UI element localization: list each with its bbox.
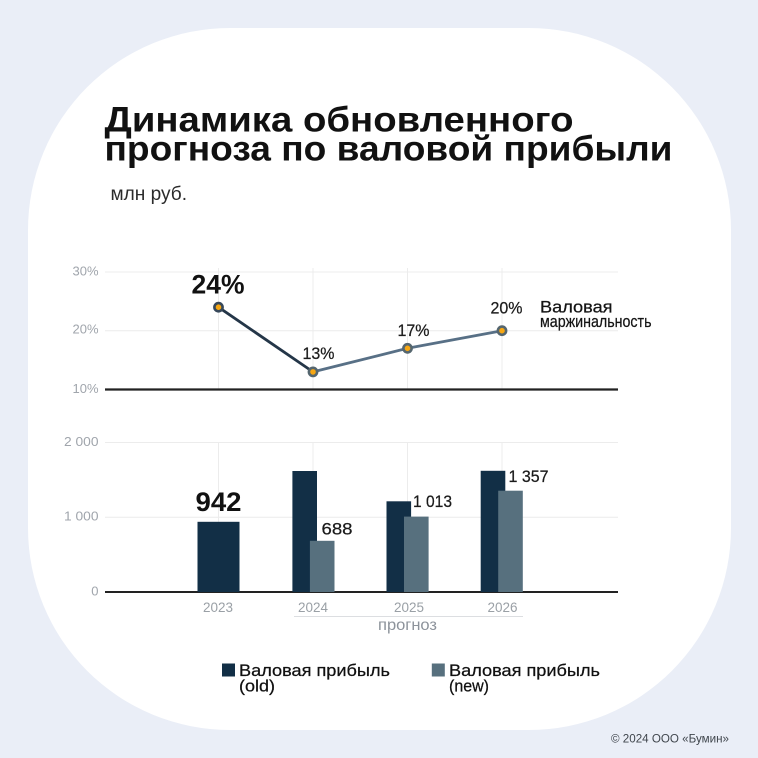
svg-text:30%: 30% (73, 264, 99, 279)
svg-text:(old): (old) (239, 677, 275, 696)
svg-text:1 013: 1 013 (413, 492, 452, 511)
svg-text:17%: 17% (398, 321, 430, 340)
svg-text:1 000: 1 000 (64, 509, 99, 524)
svg-text:0: 0 (91, 583, 98, 598)
svg-text:1 357: 1 357 (509, 467, 549, 486)
svg-text:20%: 20% (73, 322, 99, 337)
svg-text:Валовая прибыль: Валовая прибыль (449, 661, 600, 680)
svg-text:13%: 13% (303, 344, 335, 363)
svg-text:Динамика обновленного: Динамика обновленного (105, 101, 574, 140)
svg-text:Валовая: Валовая (540, 298, 613, 317)
svg-text:прогноза по валовой прибыли: прогноза по валовой прибыли (105, 130, 673, 169)
svg-text:2 000: 2 000 (64, 434, 99, 449)
svg-text:24%: 24% (192, 269, 245, 299)
svg-text:942: 942 (196, 487, 242, 517)
svg-text:2026: 2026 (488, 600, 518, 615)
svg-text:10%: 10% (73, 381, 99, 396)
svg-text:прогноз: прогноз (378, 617, 437, 634)
svg-text:20%: 20% (491, 299, 523, 318)
svg-text:2024: 2024 (298, 600, 329, 615)
svg-text:маржинальность: маржинальность (540, 312, 652, 331)
svg-text:2023: 2023 (203, 600, 233, 615)
svg-text:Валовая прибыль: Валовая прибыль (239, 661, 390, 680)
svg-text:млн руб.: млн руб. (111, 184, 188, 205)
svg-text:688: 688 (322, 520, 353, 539)
svg-text:(new): (new) (449, 677, 489, 696)
svg-text:2025: 2025 (394, 600, 424, 615)
svg-text:© 2024 ООО «Бумин»: © 2024 ООО «Бумин» (611, 732, 729, 746)
